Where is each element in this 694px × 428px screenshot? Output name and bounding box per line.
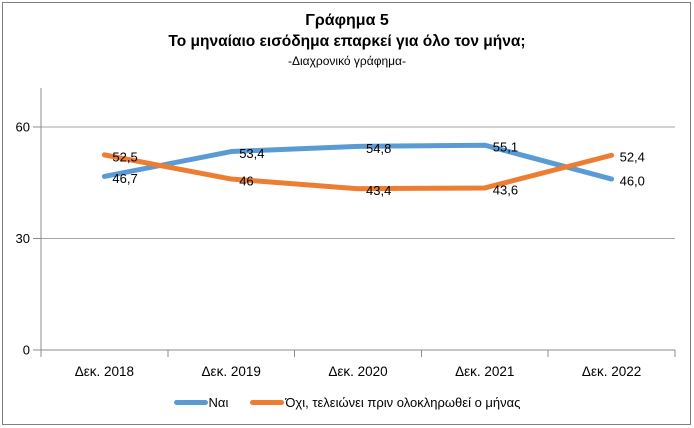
chart-subtitle: Το μηναίαιο εισόδημα επαρκεί για όλο τον… [168,33,526,50]
data-label-0-3: 55,1 [493,140,518,155]
data-label-1-4: 52,4 [620,150,645,165]
y-axis-label-60: 60 [16,120,30,135]
x-axis-label-3: Δεκ. 2021 [455,364,514,379]
data-label-1-3: 43,6 [493,182,518,197]
x-axis-label-4: Δεκ. 2022 [582,364,641,379]
chart-title: Γράφημα 5 [305,12,389,29]
legend-item-ochi: Όχι, τελειώνει πριν ολοκληρωθεί ο μήνας [250,395,520,410]
legend: Ναι Όχι, τελειώνει πριν ολοκληρωθεί ο μή… [0,393,694,411]
chart-title-block: Γράφημα 5 Το μηναίαιο εισόδημα επαρκεί γ… [0,10,694,69]
data-label-0-2: 54,8 [366,141,391,156]
chart-subtitle2: -Διαχρονικό γράφημα- [287,54,406,68]
series-line-1 [101,152,615,192]
y-axis-label-30: 30 [16,231,30,246]
x-axis-label-0: Δεκ. 2018 [75,364,134,379]
legend-swatch-ochi [250,399,285,405]
y-axis-label-0: 0 [23,343,30,358]
x-axis-label-2: Δεκ. 2020 [328,364,387,379]
data-label-1-1: 46 [239,174,253,189]
x-axis-label-1: Δεκ. 2019 [202,364,261,379]
legend-label-ochi: Όχι, τελειώνει πριν ολοκληρωθεί ο μήνας [285,394,521,410]
data-label-1-2: 43,4 [366,183,391,198]
data-label-0-1: 53,4 [239,146,264,161]
legend-swatch-nai [173,399,208,405]
series-line-0 [101,142,615,182]
data-label-0-4: 46,0 [620,174,645,189]
legend-label-nai: Ναι [208,394,229,410]
legend-item-nai: Ναι [173,394,229,410]
data-label-1-0: 52,5 [112,149,137,164]
data-label-0-0: 46,7 [112,171,137,186]
